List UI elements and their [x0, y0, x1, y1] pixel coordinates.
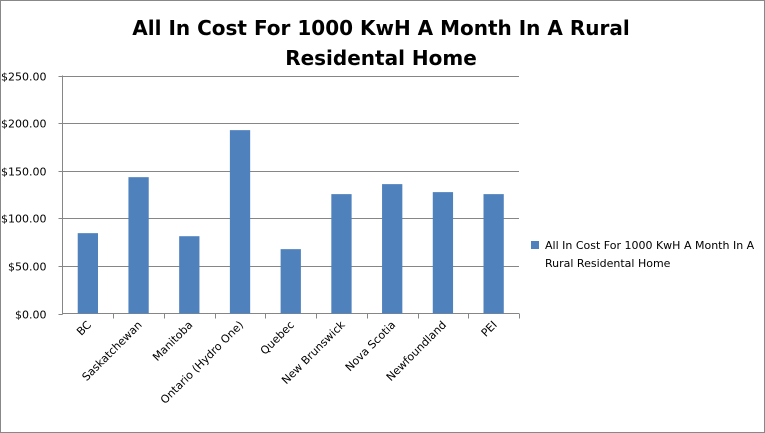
bar [128, 177, 149, 314]
bar [483, 194, 504, 314]
x-tick-label: BC [74, 318, 94, 338]
legend-label: All In Cost For 1000 KwH A Month In A Ru… [545, 239, 755, 270]
y-tick-label: $0.00 [15, 309, 47, 322]
bar [432, 192, 454, 314]
legend-swatch [531, 241, 539, 249]
chart-title: All In Cost For 1000 KwH A Month In A Ru… [132, 16, 630, 70]
y-tick-label: $100.00 [1, 213, 47, 226]
legend: All In Cost For 1000 KwH A Month In A Ru… [531, 237, 761, 273]
y-tick-label: $150.00 [1, 166, 47, 179]
x-tick-label: Manitoba [150, 318, 195, 363]
bar [382, 184, 403, 314]
bar [179, 236, 200, 314]
y-tick-label: $200.00 [1, 118, 47, 131]
x-tick-label: PEI [479, 318, 500, 339]
x-tick-label: Nova Scotia [343, 318, 399, 374]
x-tick-label: Ontario (Hydro One) [158, 318, 246, 406]
bar [229, 130, 251, 314]
y-tick-label: $50.00 [8, 261, 47, 274]
bar [77, 233, 99, 314]
y-tick-label: $250.00 [1, 71, 47, 84]
bar [331, 194, 352, 314]
x-tick-label: Quebec [258, 318, 297, 357]
bar [280, 249, 301, 314]
